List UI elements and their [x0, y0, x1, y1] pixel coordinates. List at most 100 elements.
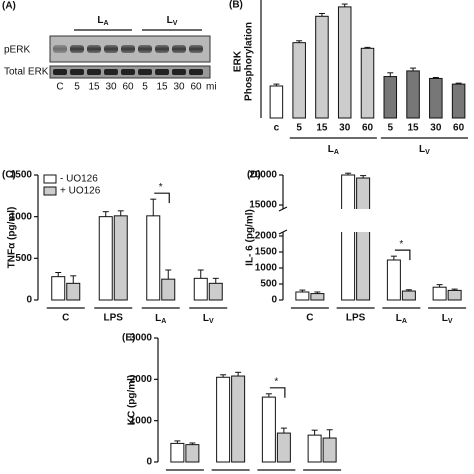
group-label: LA: [328, 144, 339, 156]
y-tick-label: 1500: [10, 170, 33, 181]
bar: [429, 77, 443, 119]
bar: [322, 437, 337, 463]
bar: [276, 432, 291, 463]
x-tick-label: 30: [339, 123, 351, 134]
band: [155, 45, 169, 53]
band: [53, 69, 67, 75]
y-tick-label: 1000: [130, 415, 153, 426]
row-label: Total ERK: [4, 67, 49, 78]
y-tick-label: 0: [26, 295, 32, 306]
x-tick-label: 5: [387, 123, 393, 134]
y-tick-label: 2000: [130, 374, 153, 385]
panel-label: (E): [122, 333, 135, 344]
bar: [98, 216, 113, 301]
band: [172, 45, 186, 53]
y-tick-label: 500: [15, 253, 32, 264]
bar: [337, 6, 352, 119]
band: [189, 45, 203, 53]
group-label: LV: [419, 144, 430, 156]
x-tick-label: LA: [396, 313, 407, 325]
bar: [401, 290, 416, 301]
panel-label: (D): [247, 170, 261, 181]
band: [189, 69, 203, 75]
x-tick-label: LPS: [104, 313, 124, 324]
lane-label: 15: [88, 82, 100, 93]
lane-label: C: [56, 82, 63, 93]
break-mark: [278, 229, 288, 235]
band: [53, 45, 67, 53]
band: [104, 69, 118, 75]
band: [138, 69, 152, 75]
bar: [356, 177, 371, 301]
x-tick-label: LV: [203, 313, 214, 325]
bar: [432, 286, 447, 301]
y-tick-label: 500: [260, 279, 277, 290]
y-label: TNFα (pg/ml): [7, 207, 18, 269]
y-tick-label: 1000: [255, 263, 278, 274]
group-label: LV: [167, 15, 178, 27]
bar: [170, 442, 185, 463]
x-tick-label: 5: [296, 123, 302, 134]
significance-bracket: [394, 249, 411, 261]
group-label: LA: [97, 15, 108, 27]
lane-label: 60: [122, 82, 134, 93]
bar: [193, 277, 208, 301]
band: [70, 45, 84, 53]
bar: [66, 282, 81, 301]
y-tick-label: 1500: [255, 247, 278, 258]
lane-label: 30: [173, 82, 185, 93]
y-tick-label: 3000: [130, 333, 153, 344]
band: [87, 69, 101, 75]
bar: [341, 174, 356, 301]
break-mark: [278, 206, 288, 212]
legend-swatch: [43, 186, 57, 196]
lane-label: 60: [190, 82, 202, 93]
y-label: Phosphorylation: [244, 22, 255, 101]
x-tick-label: C: [306, 313, 313, 324]
panel-label: (A): [2, 1, 16, 12]
row-label: pERK: [4, 45, 30, 56]
bar: [383, 76, 398, 119]
bar: [406, 70, 420, 119]
lane-label: 5: [142, 82, 148, 93]
x-tick-label: 15: [407, 123, 419, 134]
bar: [447, 289, 462, 301]
legend-label: - UO126: [60, 174, 98, 185]
y-tick-label: 20000: [249, 170, 277, 181]
legend-label: + UO126: [60, 186, 101, 197]
bar: [386, 259, 401, 301]
y-label: ERK: [233, 50, 244, 72]
x-tick-label: LPS: [346, 313, 366, 324]
band: [138, 45, 152, 53]
panel-label: (B): [229, 0, 243, 11]
bar: [113, 215, 128, 301]
significance-bracket: [154, 192, 170, 204]
axis-break: [277, 209, 470, 232]
y-label: IL- 6 (pg/ml): [245, 209, 256, 266]
lane-label: 15: [156, 82, 168, 93]
bar: [261, 396, 276, 463]
x-tick-label: 60: [453, 123, 465, 134]
x-tick-label: LV: [442, 313, 453, 325]
y-tick-label: 1000: [10, 211, 33, 222]
lane-label: 30: [105, 82, 117, 93]
bar: [307, 434, 322, 463]
x-tick-label: 60: [362, 123, 374, 134]
x-tick-label: 30: [430, 123, 442, 134]
band: [70, 69, 84, 75]
annotation: *: [159, 182, 163, 193]
bar: [292, 42, 306, 119]
bar: [360, 47, 375, 119]
band: [155, 69, 169, 75]
bar: [146, 215, 161, 301]
band: [87, 45, 101, 53]
x-tick-label: c: [274, 123, 280, 134]
legend-swatch: [43, 174, 57, 184]
y-tick-label: 0: [271, 295, 277, 306]
y-tick-label: 2000: [255, 231, 278, 242]
bar: [185, 444, 200, 463]
unit-label: mi: [206, 82, 217, 93]
y-label: KC (pg/ml): [127, 375, 138, 426]
bar: [161, 278, 176, 301]
